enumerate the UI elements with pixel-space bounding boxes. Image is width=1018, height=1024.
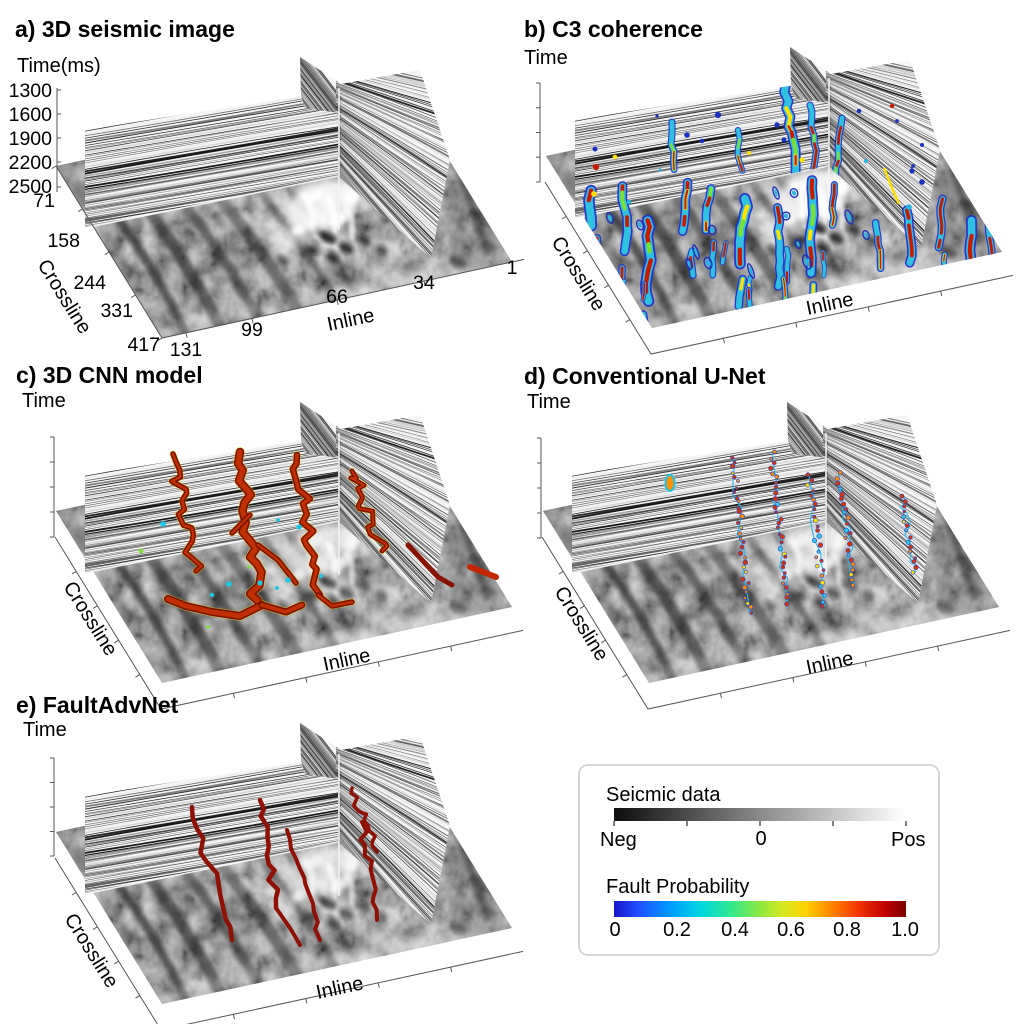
svg-text:0.4: 0.4 [721, 919, 749, 941]
svg-text:Time(ms): Time(ms) [17, 55, 101, 77]
svg-text:1600: 1600 [9, 104, 53, 126]
svg-text:0.6: 0.6 [777, 919, 805, 941]
svg-text:0.2: 0.2 [663, 919, 691, 941]
svg-text:1900: 1900 [9, 128, 53, 150]
svg-text:244: 244 [73, 272, 106, 294]
svg-text:Time: Time [23, 719, 67, 741]
svg-text:1.0: 1.0 [891, 919, 919, 941]
svg-text:Time: Time [22, 390, 66, 412]
svg-text:0: 0 [755, 828, 766, 850]
svg-text:Pos: Pos [891, 829, 925, 851]
svg-text:131: 131 [170, 339, 203, 361]
svg-text:Seicmic data: Seicmic data [606, 784, 721, 806]
svg-text:0.8: 0.8 [833, 919, 861, 941]
svg-text:0: 0 [609, 919, 620, 941]
svg-text:34: 34 [413, 272, 435, 294]
svg-text:Time: Time [524, 47, 568, 69]
svg-text:1300: 1300 [9, 80, 53, 102]
svg-text:417: 417 [127, 334, 160, 356]
svg-text:Fault Probability: Fault Probability [606, 876, 749, 898]
svg-text:c) 3D CNN model: c) 3D CNN model [16, 362, 203, 388]
svg-text:Neg: Neg [600, 829, 637, 851]
svg-text:Time: Time [527, 391, 571, 413]
svg-text:1: 1 [507, 257, 518, 279]
svg-text:2200: 2200 [9, 152, 53, 174]
svg-text:158: 158 [47, 230, 80, 252]
svg-text:2500: 2500 [9, 176, 53, 198]
svg-text:d) Conventional U-Net: d) Conventional U-Net [524, 363, 766, 389]
svg-text:331: 331 [100, 300, 133, 322]
svg-text:e) FaultAdvNet: e) FaultAdvNet [16, 692, 179, 718]
svg-text:a) 3D seismic image: a) 3D seismic image [15, 16, 235, 42]
svg-text:99: 99 [241, 319, 263, 341]
svg-text:71: 71 [33, 190, 55, 212]
svg-text:66: 66 [326, 286, 348, 308]
svg-text:b) C3 coherence: b) C3 coherence [524, 16, 703, 42]
